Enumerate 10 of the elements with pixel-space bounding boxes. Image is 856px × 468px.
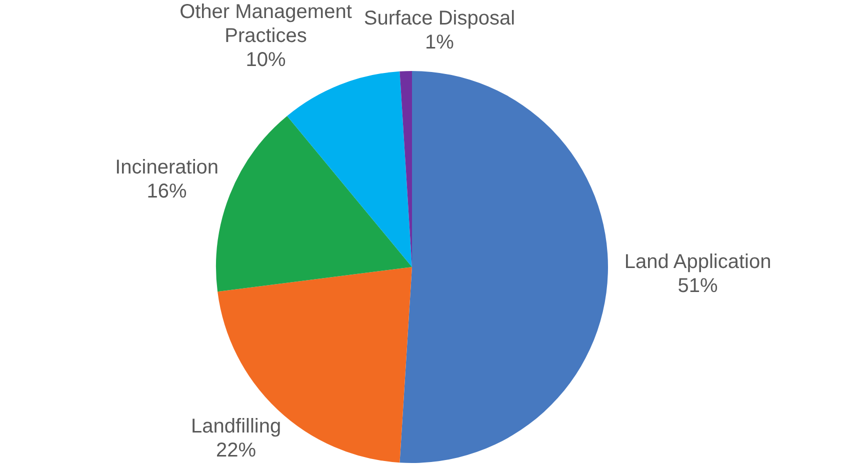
- slice-label: Surface Disposal: [364, 8, 516, 30]
- slice-label: Landfilling: [191, 416, 282, 438]
- data-label: 10%: [246, 48, 286, 71]
- data-label: 16%: [146, 180, 188, 203]
- slice-label: Land Application: [624, 250, 772, 273]
- slice-label: Other Management Practices: [180, 0, 352, 47]
- slice-label: Incineration: [115, 156, 219, 179]
- data-label: 22%: [216, 440, 256, 462]
- data-label: 51%: [678, 274, 718, 297]
- data-label: 1%: [425, 32, 454, 54]
